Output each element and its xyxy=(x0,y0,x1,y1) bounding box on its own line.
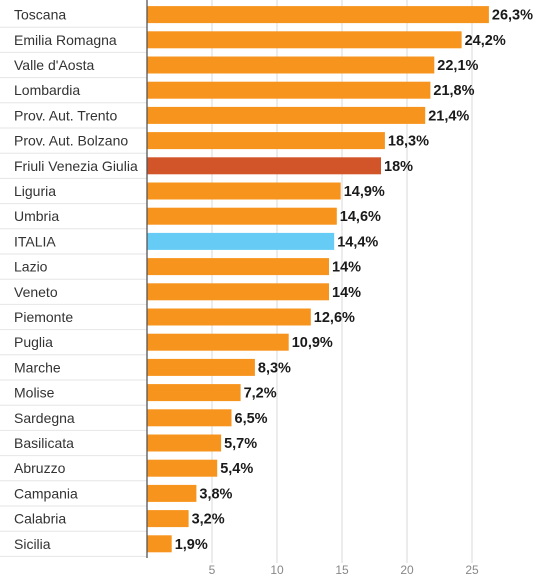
row-separators xyxy=(0,26,147,557)
x-tick-label: 25 xyxy=(465,563,479,577)
value-label: 14,6% xyxy=(340,209,381,225)
bar-veneto xyxy=(147,283,329,301)
tick-labels: 5 10 15 20 25 xyxy=(209,563,479,577)
bar-basilicata xyxy=(147,434,222,452)
category-label: Emilia Romagna xyxy=(14,32,117,48)
value-label: 3,2% xyxy=(192,512,225,528)
bar-liguria xyxy=(147,182,341,200)
value-label: 26,3% xyxy=(492,8,533,24)
value-label: 3,8% xyxy=(199,486,232,502)
value-label: 18,3% xyxy=(388,134,429,150)
bar-molise xyxy=(147,384,241,402)
category-label: Puglia xyxy=(14,334,53,350)
value-label: 7,2% xyxy=(244,386,277,402)
category-label: Molise xyxy=(14,385,55,401)
value-label: 8,3% xyxy=(258,360,291,376)
value-label: 14,4% xyxy=(337,234,378,250)
value-label: 14% xyxy=(332,285,361,301)
bar-campania xyxy=(147,484,197,502)
value-label: 22,1% xyxy=(437,58,478,74)
category-label: Campania xyxy=(14,485,78,501)
value-label: 5,4% xyxy=(220,461,253,477)
category-label: Lombardia xyxy=(14,82,80,98)
category-label: Valle d'Aosta xyxy=(14,57,94,73)
value-label: 6,5% xyxy=(235,411,268,427)
bar-toscana xyxy=(147,6,489,24)
value-label: 18% xyxy=(384,159,413,175)
bar-prov-aut-trento xyxy=(147,106,426,124)
category-label: Veneto xyxy=(14,284,58,300)
value-label: 14% xyxy=(332,260,361,276)
category-label: Toscana xyxy=(14,7,66,23)
value-label: 10,9% xyxy=(292,335,333,351)
bar-piemonte xyxy=(147,308,311,326)
value-labels: 26,3% 24,2% 22,1% 21,8% 21,4% 18,3% 18% 14,9% 14… xyxy=(175,8,533,553)
value-label: 24,2% xyxy=(465,33,506,49)
category-label: Umbria xyxy=(14,208,59,224)
category-label: Marche xyxy=(14,359,61,375)
category-label: Sardegna xyxy=(14,410,75,426)
value-label: 1,9% xyxy=(175,537,208,553)
category-labels: Toscana Emilia Romagna Valle d'Aosta Lombar… xyxy=(14,7,138,552)
x-tick-label: 10 xyxy=(270,563,284,577)
bar-abruzzo xyxy=(147,459,218,477)
bar-lombardia xyxy=(147,81,431,99)
category-label: Liguria xyxy=(14,183,56,199)
category-label: ITALIA xyxy=(14,233,56,249)
x-tick-label: 20 xyxy=(400,563,414,577)
bar-sardegna xyxy=(147,409,232,427)
bar-italia xyxy=(147,232,335,250)
bar-marche xyxy=(147,358,255,376)
value-label: 21,8% xyxy=(433,83,474,99)
category-label: Prov. Aut. Bolzano xyxy=(14,133,128,149)
category-label: Piemonte xyxy=(14,309,73,325)
value-label: 14,9% xyxy=(344,184,385,200)
bars xyxy=(147,6,489,553)
category-label: Sicilia xyxy=(14,536,51,552)
category-label: Prov. Aut. Trento xyxy=(14,107,117,123)
bar-sicilia xyxy=(147,535,172,553)
bar-umbria xyxy=(147,207,337,225)
value-label: 5,7% xyxy=(224,436,257,452)
category-label: Friuli Venezia Giulia xyxy=(14,158,138,174)
bar-puglia xyxy=(147,333,289,351)
bar-prov-aut-bolzano xyxy=(147,132,385,150)
bar-lazio xyxy=(147,258,329,276)
category-label: Calabria xyxy=(14,511,66,527)
category-label: Lazio xyxy=(14,259,48,275)
value-label: 12,6% xyxy=(314,310,355,326)
category-label: Basilicata xyxy=(14,435,74,451)
bar-calabria xyxy=(147,510,189,528)
category-label: Abruzzo xyxy=(14,460,66,476)
bar-valle-d-aosta xyxy=(147,56,435,74)
x-tick-label: 15 xyxy=(335,563,349,577)
value-label: 21,4% xyxy=(428,108,469,124)
bar-emilia-romagna xyxy=(147,31,462,49)
x-tick-label: 5 xyxy=(209,563,216,577)
bar-friuli-venezia-giulia xyxy=(147,157,381,175)
